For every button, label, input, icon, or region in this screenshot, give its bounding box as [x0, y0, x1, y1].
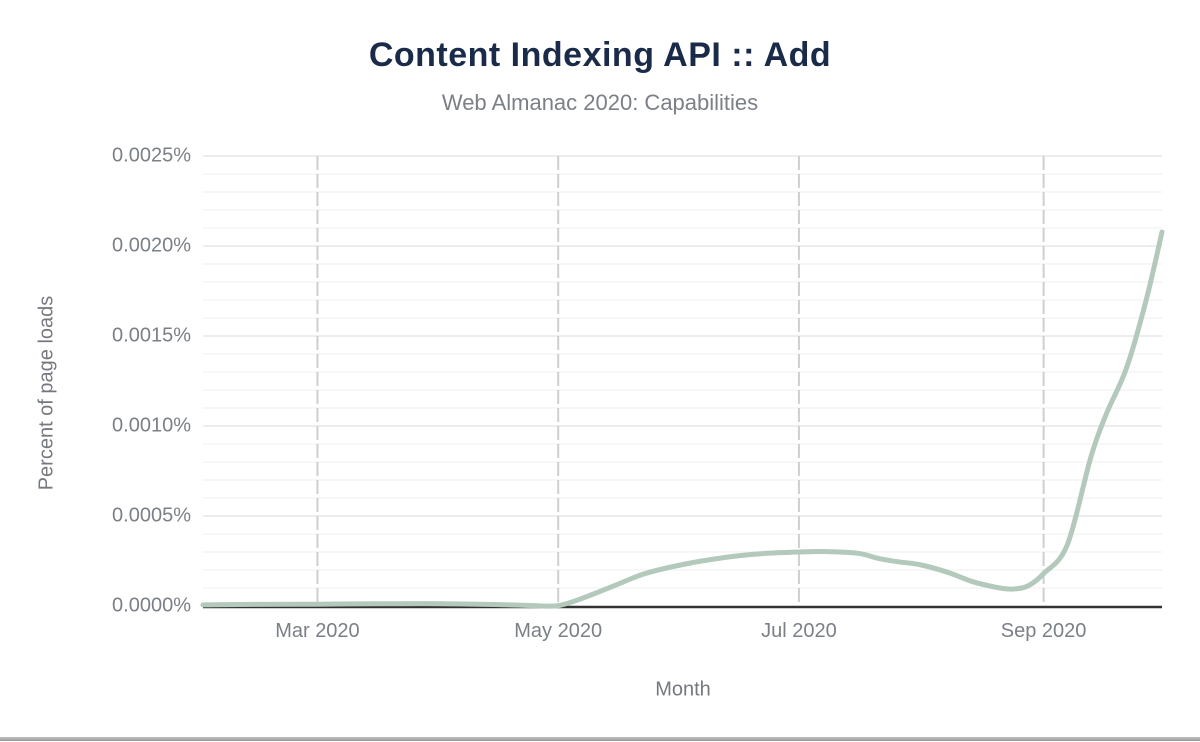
y-tick-label: 0.0015%	[112, 324, 191, 347]
x-tick-label: Mar 2020	[275, 620, 360, 642]
y-tick-label: 0.0025%	[112, 144, 191, 167]
chart-subtitle: Web Almanac 2020: Capabilities	[441, 90, 759, 115]
x-tick-label: May 2020	[514, 620, 603, 642]
x-tick-label: Sep 2020	[1000, 620, 1087, 642]
y-tick-label: 0.0010%	[112, 414, 191, 437]
y-axis-title: Percent of page loads	[35, 295, 58, 491]
x-tick-label: Jul 2020	[761, 620, 837, 642]
chart-title: Content Indexing API :: Add	[368, 36, 832, 74]
y-tick-label: 0.0020%	[112, 234, 191, 257]
window-bottom-bar	[0, 737, 1200, 741]
y-tick-label: 0.0000%	[112, 594, 191, 617]
x-axis-title: Month	[655, 678, 711, 701]
y-tick-label: 0.0005%	[112, 504, 191, 527]
series-line	[200, 229, 1165, 609]
